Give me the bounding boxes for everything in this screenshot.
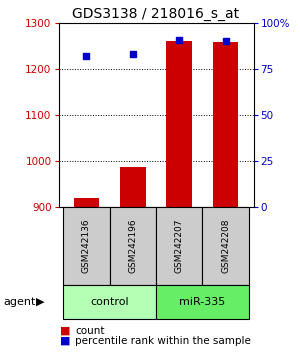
Point [130, 51, 135, 57]
Bar [120, 167, 146, 207]
Bar [167, 41, 192, 207]
Bar [63, 207, 110, 285]
Text: ▶: ▶ [36, 297, 45, 307]
Bar [156, 207, 202, 285]
Bar [110, 207, 156, 285]
Text: GSM242208: GSM242208 [221, 219, 230, 273]
Text: miR-335: miR-335 [179, 297, 226, 307]
Point [84, 53, 89, 59]
Bar [63, 285, 156, 319]
Text: ■: ■ [60, 326, 70, 336]
Bar [202, 207, 249, 285]
Bar [156, 285, 249, 319]
Point [223, 39, 228, 44]
Text: agent: agent [3, 297, 35, 307]
Text: control: control [90, 297, 129, 307]
Point [177, 37, 182, 42]
Bar [74, 198, 99, 207]
Title: GDS3138 / 218016_s_at: GDS3138 / 218016_s_at [72, 7, 240, 21]
Text: GSM242196: GSM242196 [128, 219, 137, 273]
Text: GSM242207: GSM242207 [175, 219, 184, 273]
Text: GSM242136: GSM242136 [82, 219, 91, 273]
Bar [213, 42, 239, 207]
Text: ■: ■ [60, 336, 70, 346]
Text: percentile rank within the sample: percentile rank within the sample [75, 336, 251, 346]
Text: count: count [75, 326, 104, 336]
